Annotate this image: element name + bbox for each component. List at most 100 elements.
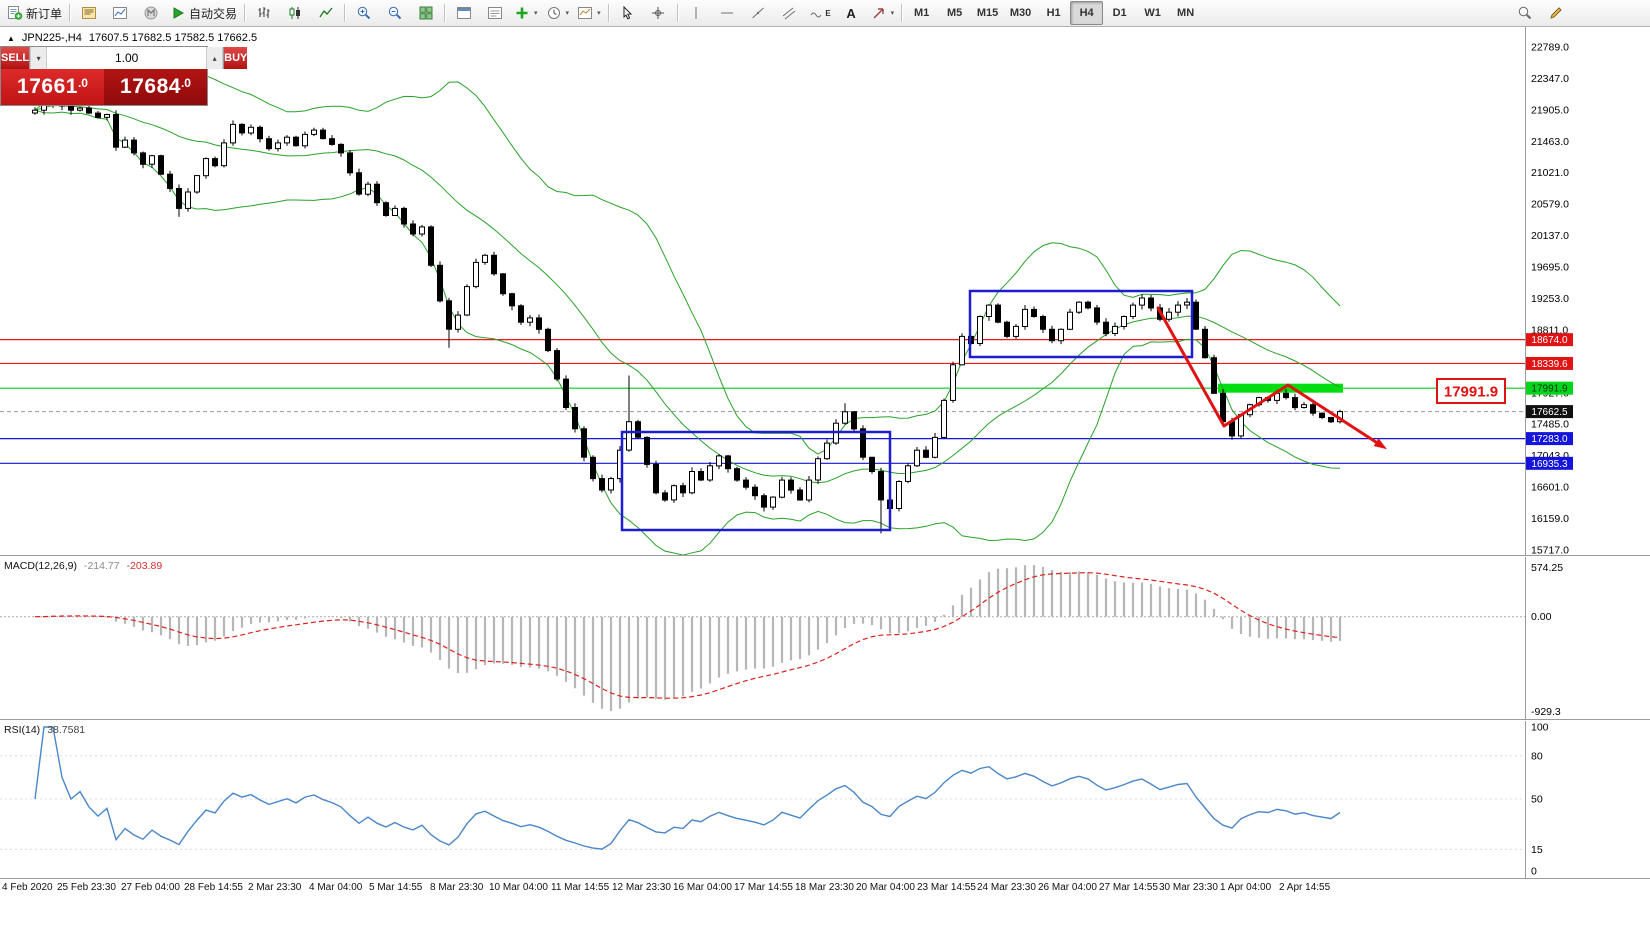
horizontal-line-icon (721, 12, 734, 14)
time-axis[interactable]: 4 Feb 2020 25 Feb 23:30 27 Feb 04:00 28 Feb… (0, 880, 1650, 896)
time-label: 12 Mar 23:30 (612, 882, 671, 893)
new-chart-icon (112, 7, 127, 19)
toolbar-separator (344, 4, 346, 22)
volume-up-button[interactable]: ▴ (206, 47, 224, 69)
svg-text:20579.0: 20579.0 (1531, 199, 1569, 211)
ohlc-bars-icon (258, 7, 270, 18)
svg-text:18339.6: 18339.6 (1531, 359, 1568, 370)
panel-separator[interactable] (0, 719, 1650, 721)
time-label: 28 Feb 14:55 (184, 882, 243, 893)
time-label: 27 Feb 04:00 (121, 882, 180, 893)
svg-text:19253.0: 19253.0 (1531, 293, 1569, 305)
rsi-chart[interactable]: 100 80 50 15 0 (0, 721, 1650, 878)
toolbar-separator (676, 4, 678, 22)
timeframe-M15-button[interactable]: M15 (976, 7, 999, 19)
waves-icon (810, 12, 822, 18)
timeframe-W1-button[interactable]: W1 (1144, 7, 1161, 19)
play-icon (173, 7, 185, 19)
trendline-tool-button[interactable] (743, 1, 774, 25)
svg-text:17283.0: 17283.0 (1531, 434, 1568, 445)
svg-text:0.00: 0.00 (1531, 611, 1552, 623)
timeframe-M1-button[interactable]: M1 (913, 7, 930, 19)
time-label: 30 Mar 23:30 (1159, 882, 1218, 893)
time-label: 1 Apr 04:00 (1220, 882, 1272, 893)
waves-tool-button[interactable]: E (805, 1, 836, 25)
metaquotes-button[interactable] (135, 1, 166, 25)
bar-chart-button[interactable] (248, 1, 279, 25)
chart-symbol-period: JPN225-,H4 (21, 32, 82, 44)
panel-separator[interactable] (0, 878, 1650, 880)
market-watch-button[interactable] (73, 1, 104, 25)
volume-input[interactable] (47, 47, 207, 69)
cursor-button[interactable] (612, 1, 643, 25)
toolbar-separator (244, 4, 246, 22)
new-chart-button[interactable] (104, 1, 135, 25)
time-label: 17 Mar 14:55 (734, 882, 793, 893)
sell-price[interactable]: 17661 .0 (1, 69, 104, 105)
time-label: 5 Mar 14:55 (369, 882, 423, 893)
timeframe-M30-button[interactable]: M30 (1009, 7, 1032, 19)
text-tool-button[interactable]: A (836, 1, 867, 25)
horizontal-line-tool-button[interactable] (712, 1, 743, 25)
search-button[interactable] (1509, 1, 1540, 25)
text-tool-icon: A (846, 5, 856, 21)
buy-price-main: 17684 (120, 75, 181, 98)
timeframe-H4-button[interactable]: H4 (1070, 1, 1104, 25)
time-label: 8 Mar 23:30 (430, 882, 484, 893)
sell-button[interactable]: SELL (1, 47, 30, 69)
dropdown-caret-icon: ▾ (890, 10, 895, 17)
arrows-tool-button[interactable]: ▾ (867, 1, 899, 25)
macd-main-value: -214.77 (83, 560, 120, 572)
tile-windows-button[interactable] (410, 1, 441, 25)
price-chart[interactable]: 22789.0 22347.0 21905.0 21463.0 21021.0 20579… (0, 27, 1650, 555)
svg-text:17662.5: 17662.5 (1531, 407, 1568, 418)
timeframe-MN-button[interactable]: MN (1177, 7, 1195, 19)
crosshair-button[interactable] (643, 1, 674, 25)
time-label: 23 Mar 14:55 (917, 882, 976, 893)
candlestick-chart-button[interactable] (279, 1, 310, 25)
chart-window[interactable]: ▲ JPN225-,H4 17607.5 17682.5 17582.5 176… (0, 27, 1650, 950)
toolbar-separator (69, 4, 71, 22)
timeframe-D1-button[interactable]: D1 (1112, 7, 1127, 19)
new-order-button[interactable]: 新订单 (3, 1, 66, 25)
vertical-line-tool-button[interactable] (681, 1, 712, 25)
panel-separator[interactable] (0, 555, 1650, 557)
templates-button[interactable]: ▾ (573, 1, 605, 25)
svg-text:-929.3: -929.3 (1531, 706, 1561, 718)
period-button[interactable]: ▾ (542, 1, 574, 25)
search-icon (1518, 6, 1531, 20)
toolbar-separator (444, 4, 446, 22)
svg-text:15: 15 (1531, 844, 1543, 856)
add-indicator-icon (516, 7, 528, 19)
time-label: 27 Mar 14:55 (1099, 882, 1158, 893)
svg-text:16935.3: 16935.3 (1531, 459, 1568, 470)
line-chart-button[interactable] (310, 1, 341, 25)
channel-tool-button[interactable] (774, 1, 805, 25)
new-window-button[interactable] (448, 1, 479, 25)
profile-list-icon (487, 7, 502, 19)
arrow-tool-icon (873, 8, 884, 19)
svg-text:19695.0: 19695.0 (1531, 262, 1569, 274)
timeframe-M5-button[interactable]: M5 (946, 7, 963, 19)
svg-text:16601.0: 16601.0 (1531, 482, 1569, 494)
add-indicator-button[interactable]: ▾ (510, 1, 542, 25)
svg-text:17991.9: 17991.9 (1444, 384, 1498, 401)
timeframe-H1-button[interactable]: H1 (1046, 7, 1061, 19)
svg-text:17485.0: 17485.0 (1531, 419, 1569, 431)
profiles-button[interactable] (479, 1, 510, 25)
macd-chart[interactable]: 574.25 0.00 -929.3 (0, 557, 1650, 719)
buy-button[interactable]: BUY (224, 47, 248, 69)
macd-indicator-label: MACD(12,26,9) -214.77 -203.89 (4, 560, 162, 572)
svg-text:15717.0: 15717.0 (1531, 544, 1569, 555)
zoom-out-button[interactable] (379, 1, 410, 25)
dropdown-caret-icon: ▾ (565, 10, 570, 17)
rsi-indicator-label: RSI(14) 38.7581 (4, 724, 85, 736)
zoom-in-button[interactable] (348, 1, 379, 25)
volume-down-button[interactable]: ▾ (30, 47, 48, 69)
auto-trading-button[interactable]: 自动交易 (166, 1, 241, 25)
one-click-trading-panel: SELL ▾ ▴ BUY 17661 .0 17684 .0 (0, 46, 248, 106)
buy-price[interactable]: 17684 .0 (104, 69, 207, 105)
buy-price-frac: .0 (180, 76, 191, 90)
svg-text:80: 80 (1531, 750, 1543, 762)
edit-button[interactable] (1540, 1, 1571, 25)
